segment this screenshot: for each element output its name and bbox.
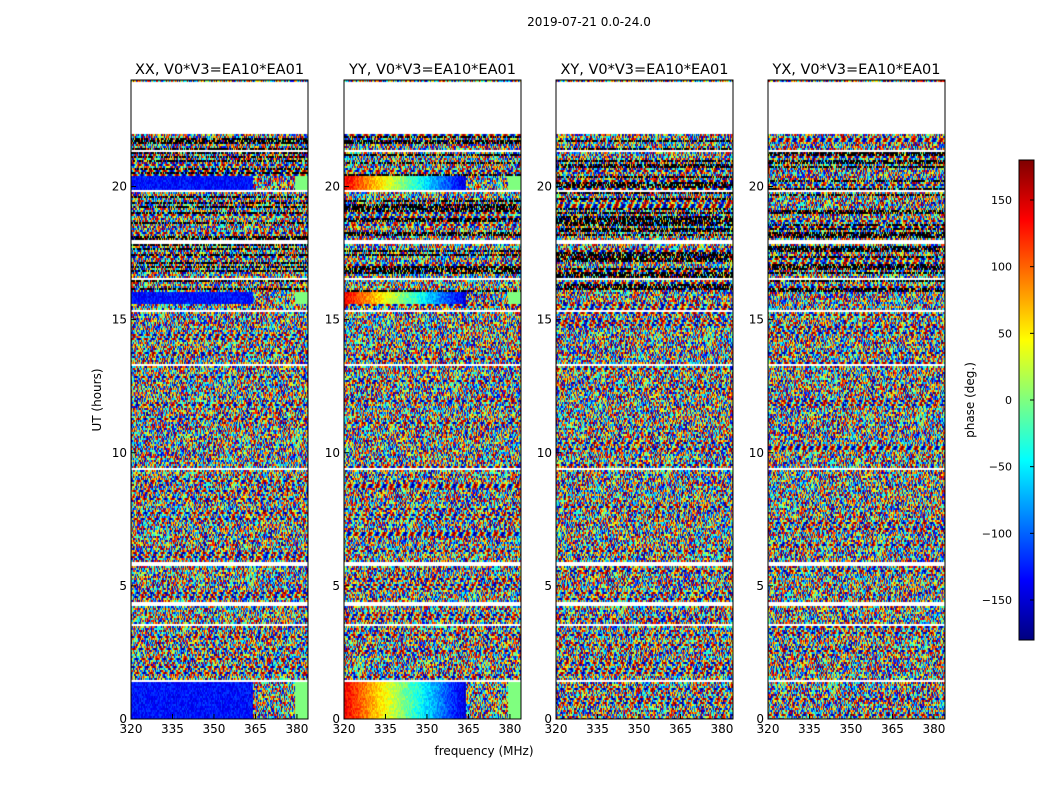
panel-title: YY, V0*V3=EA10*EA01: [348, 62, 516, 78]
x-tick-label: 320: [120, 722, 143, 736]
colorbar-tick-label: 150: [991, 194, 1012, 207]
panel-title: XY, V0*V3=EA10*EA01: [560, 62, 728, 78]
heatmap-image: [344, 80, 521, 719]
x-tick-label: 380: [710, 722, 733, 736]
panel-frame: [343, 79, 522, 720]
colorbar: 150 100 50 0 −50 −100 −150 phase (deg.): [963, 159, 1035, 641]
x-tick-label: 380: [498, 722, 521, 736]
y-tick-label: 10: [325, 446, 340, 460]
panel-title: XX, V0*V3=EA10*EA01: [135, 62, 304, 78]
panel-xy: XY, V0*V3=EA10*EA01 320 335 350 365 380 0 5 10 15…: [537, 62, 734, 736]
colorbar-tick-label: 0: [1005, 394, 1012, 407]
x-tick-label: 380: [285, 722, 308, 736]
y-tick-label: 15: [537, 313, 552, 327]
y-tick-label: 10: [537, 446, 552, 460]
y-tick-label: 5: [756, 579, 764, 593]
heatmap-image: [556, 80, 733, 719]
y-tick-label: 20: [325, 180, 340, 194]
x-tick-label: 350: [628, 722, 651, 736]
y-tick-label: 10: [112, 446, 127, 460]
y-tick-label: 10: [749, 446, 764, 460]
panel-yy: YY, V0*V3=EA10*EA01 320 335 350 365 380 0 5 10 15…: [325, 62, 522, 736]
y-tick-label: 5: [119, 579, 127, 593]
heatmap-image: [768, 80, 945, 719]
colorbar-label: phase (deg.): [963, 362, 977, 438]
colorbar-tick-label: −50: [989, 461, 1012, 474]
y-axis-label: UT (hours): [90, 368, 104, 431]
x-tick-label: 365: [457, 722, 480, 736]
x-tick-label: 365: [881, 722, 904, 736]
x-tick-label: 335: [161, 722, 184, 736]
panel-frame: [767, 79, 946, 720]
y-tick-label: 20: [112, 180, 127, 194]
panel-frame: [130, 79, 309, 720]
x-tick-label: 335: [586, 722, 609, 736]
colorbar-tick-label: 100: [991, 261, 1012, 274]
colorbar-tick-label: −150: [982, 594, 1012, 607]
x-axis-label: frequency (MHz): [434, 744, 533, 758]
y-tick-label: 0: [544, 712, 552, 726]
y-tick-label: 15: [749, 313, 764, 327]
panel-xx: XX, V0*V3=EA10*EA01 320 335 350 365 380 0 5 10 15…: [112, 62, 309, 736]
colorbar-tick-label: −100: [982, 527, 1012, 540]
panel-frame: [555, 79, 734, 720]
x-tick-label: 350: [416, 722, 439, 736]
y-tick-label: 20: [749, 180, 764, 194]
y-tick-label: 15: [112, 313, 127, 327]
x-tick-label: 380: [922, 722, 945, 736]
panels-group: XX, V0*V3=EA10*EA01 320 335 350 365 380 0 5 10 15…: [112, 62, 946, 736]
y-tick-label: 0: [119, 712, 127, 726]
x-tick-label: 320: [545, 722, 568, 736]
y-tick-label: 5: [544, 579, 552, 593]
x-tick-label: 365: [669, 722, 692, 736]
y-tick-label: 20: [537, 180, 552, 194]
heatmap-image: [131, 80, 308, 719]
y-tick-label: 0: [756, 712, 764, 726]
panel-title: YX, V0*V3=EA10*EA01: [771, 62, 940, 78]
colorbar-ticks: 150 100 50 0 −50 −100 −150: [982, 194, 1034, 607]
x-tick-label: 365: [244, 722, 267, 736]
figure-title: 2019-07-21 0.0-24.0: [527, 15, 651, 29]
x-tick-label: 335: [798, 722, 821, 736]
x-tick-label: 320: [757, 722, 780, 736]
y-tick-label: 0: [332, 712, 340, 726]
y-tick-label: 5: [332, 579, 340, 593]
x-tick-label: 335: [374, 722, 397, 736]
y-tick-label: 15: [325, 313, 340, 327]
x-tick-label: 350: [840, 722, 863, 736]
x-tick-label: 350: [203, 722, 226, 736]
panel-yx: YX, V0*V3=EA10*EA01 320 335 350 365 380 0 5 10 15…: [749, 62, 946, 736]
colorbar-tick-label: 50: [998, 327, 1012, 340]
x-tick-label: 320: [333, 722, 356, 736]
